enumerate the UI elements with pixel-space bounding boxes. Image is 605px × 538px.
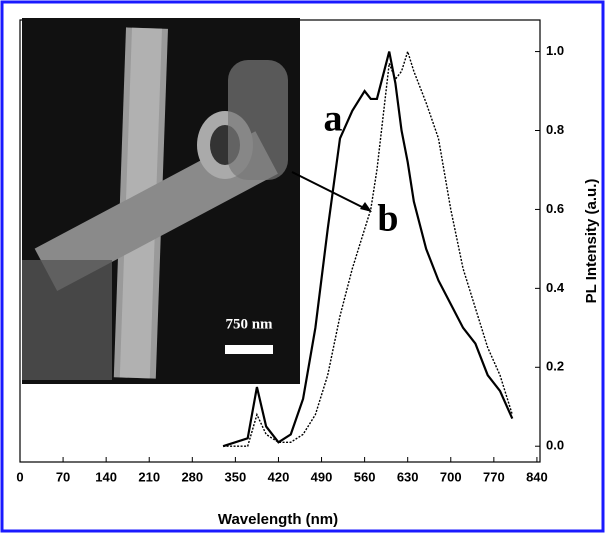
chart: 750 nm a b Wavelength (nm) PL Intensity … — [0, 0, 605, 533]
x-tick-label: 420 — [268, 469, 290, 484]
y-axis-label: PL Intensity (a.u.) — [583, 179, 600, 304]
x-tick-label: 140 — [95, 469, 117, 484]
x-tick-label: 630 — [397, 469, 419, 484]
x-tick-label: 210 — [138, 469, 160, 484]
x-tick-label: 770 — [483, 469, 505, 484]
x-tick-label: 70 — [56, 469, 70, 484]
x-tick-label: 840 — [526, 469, 548, 484]
y-tick-label: 0.4 — [546, 280, 565, 295]
y-tick-label: 0.6 — [546, 201, 564, 216]
x-tick-label: 0 — [16, 469, 23, 484]
x-tick-label: 560 — [354, 469, 376, 484]
y-tick-label: 0.8 — [546, 122, 564, 137]
x-axis-label: Wavelength (nm) — [218, 511, 338, 528]
x-tick-label: 700 — [440, 469, 462, 484]
annotation: b — [377, 198, 398, 240]
inset-image: 750 nm — [22, 18, 300, 384]
y-tick-label: 0.0 — [546, 438, 564, 453]
annotation: a — [324, 98, 343, 140]
x-tick-label: 490 — [311, 469, 333, 484]
scale-label: 750 nm — [225, 316, 273, 332]
x-tick-label: 280 — [181, 469, 203, 484]
x-tick-label: 350 — [225, 469, 247, 484]
y-tick-label: 0.2 — [546, 359, 564, 374]
y-tick-label: 1.0 — [546, 43, 564, 58]
